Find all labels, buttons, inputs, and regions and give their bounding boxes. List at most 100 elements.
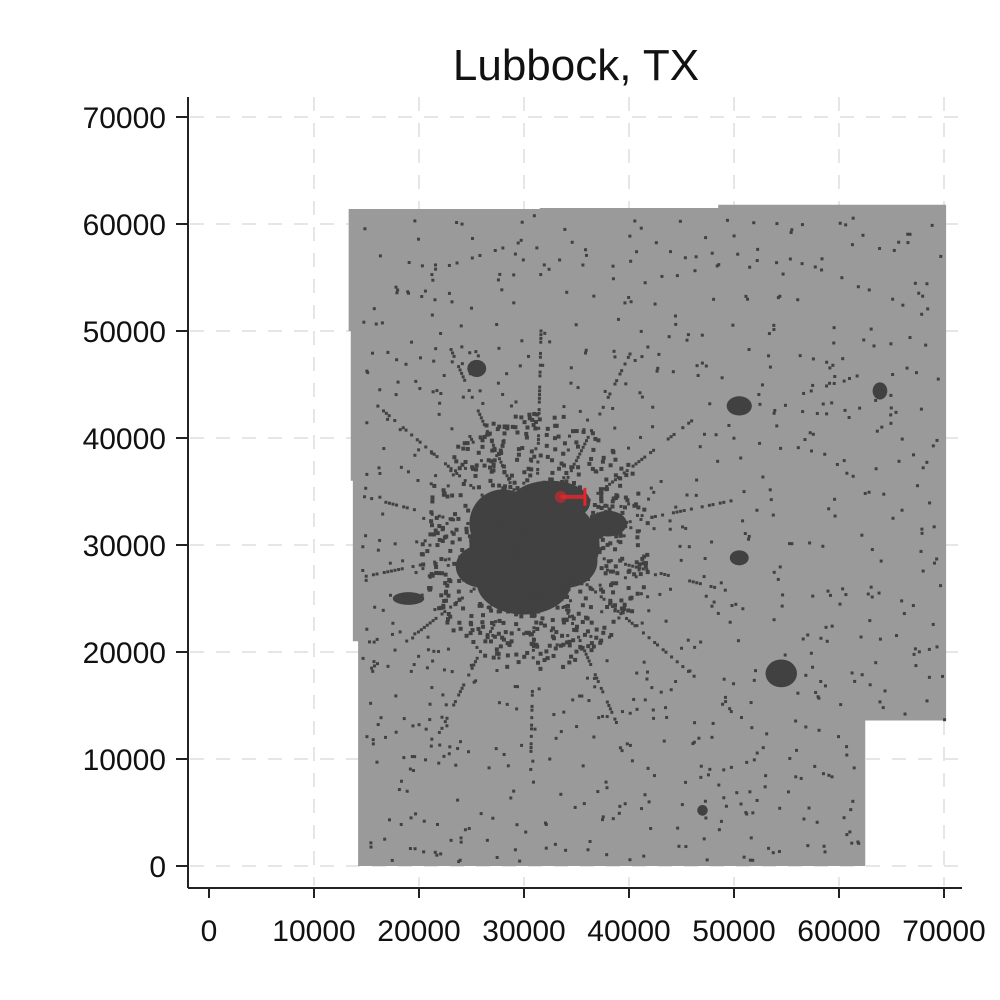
- urban-cell: [439, 557, 444, 562]
- urban-cell: [583, 442, 587, 446]
- urban-cell: [371, 738, 375, 742]
- urban-cell: [653, 302, 657, 306]
- urban-cell: [443, 720, 447, 724]
- urban-cell: [428, 621, 432, 625]
- urban-cell: [830, 401, 834, 405]
- urban-cell: [588, 586, 593, 591]
- urban-cell: [526, 513, 531, 518]
- urban-cell: [505, 664, 510, 669]
- urban-cell: [439, 593, 444, 598]
- urban-cell: [905, 366, 909, 370]
- urban-cell: [889, 406, 893, 410]
- urban-cell: [602, 557, 606, 561]
- urban-cell: [429, 482, 433, 486]
- urban-cell: [620, 510, 625, 515]
- urban-cell: [542, 585, 547, 590]
- urban-cell: [725, 218, 729, 222]
- urban-cell: [456, 798, 460, 802]
- urban-cell: [548, 532, 553, 537]
- urban-cell: [601, 818, 605, 822]
- urban-cell: [826, 589, 830, 593]
- urban-cell: [470, 561, 475, 566]
- urban-cell: [489, 438, 494, 443]
- urban-cell: [529, 767, 533, 771]
- urban-cell: [796, 691, 800, 695]
- urban-cell: [365, 369, 369, 373]
- urban-cell: [597, 716, 601, 720]
- urban-cell: [449, 605, 453, 609]
- y-tick-label: 60000: [83, 209, 166, 242]
- urban-cell: [412, 663, 416, 667]
- urban-cell: [501, 246, 505, 250]
- urban-cell: [838, 221, 842, 225]
- urban-cell: [489, 608, 494, 613]
- urban-cell: [620, 610, 625, 615]
- urban-cell: [654, 241, 658, 245]
- urban-cell: [364, 574, 368, 578]
- urban-cell: [509, 639, 514, 644]
- urban-cell: [538, 577, 543, 582]
- urban-cell: [494, 747, 498, 751]
- urban-cell: [378, 471, 382, 475]
- urban-cell: [583, 596, 588, 601]
- urban-cell: [624, 473, 629, 478]
- urban-cell: [710, 251, 714, 255]
- urban-cell: [627, 295, 631, 299]
- urban-cell: [513, 549, 518, 554]
- urban-cell: [911, 604, 915, 608]
- urban-cell: [914, 371, 918, 375]
- urban-cell: [498, 499, 503, 504]
- urban-cell: [460, 362, 464, 366]
- urban-cell: [642, 660, 646, 664]
- urban-cell: [662, 739, 666, 743]
- urban-cell: [582, 560, 587, 565]
- urban-cell: [642, 554, 647, 559]
- urban-cell: [696, 373, 700, 377]
- urban-cell: [561, 451, 566, 456]
- urban-cell: [426, 648, 430, 652]
- urban-cell: [422, 819, 426, 823]
- urban-cell: [550, 618, 555, 623]
- urban-cell: [630, 621, 634, 625]
- urban-cell: [568, 615, 572, 619]
- urban-cell: [631, 464, 635, 468]
- urban-cell: [583, 649, 587, 653]
- urban-cell: [431, 532, 436, 537]
- urban-cell: [619, 606, 624, 611]
- urban-cell: [506, 547, 511, 552]
- urban-cell: [567, 530, 572, 535]
- urban-cell: [811, 383, 815, 387]
- urban-cell: [548, 340, 552, 344]
- urban-cell: [629, 526, 633, 530]
- urban-cell: [384, 411, 388, 415]
- urban-cell: [579, 529, 583, 533]
- urban-cell: [646, 345, 650, 349]
- urban-cell: [410, 755, 414, 759]
- urban-cell: [553, 568, 558, 573]
- urban-cell: [500, 538, 505, 543]
- urban-cell: [788, 542, 792, 546]
- urban-cell: [369, 701, 373, 705]
- urban-cell: [573, 511, 578, 516]
- urban-cell: [485, 533, 490, 538]
- urban-cell: [365, 735, 369, 739]
- urban-cell: [708, 767, 712, 771]
- urban-cell: [717, 828, 721, 832]
- urban-cell: [432, 483, 437, 488]
- urban-cell: [425, 666, 429, 670]
- urban-cell: [434, 515, 439, 520]
- urban-cell: [490, 448, 495, 453]
- urban-cell: [668, 250, 672, 254]
- urban-cell: [482, 532, 487, 537]
- urban-cell: [490, 515, 495, 520]
- urban-cell: [611, 264, 615, 268]
- urban-cell: [527, 354, 531, 358]
- urban-cell: [458, 690, 462, 694]
- urban-cell: [597, 550, 602, 555]
- urban-cell: [501, 464, 506, 469]
- urban-cell: [416, 479, 420, 483]
- urban-cell: [752, 678, 756, 682]
- urban-cell: [717, 263, 721, 267]
- urban-cell: [562, 488, 567, 493]
- urban-cell: [824, 625, 828, 629]
